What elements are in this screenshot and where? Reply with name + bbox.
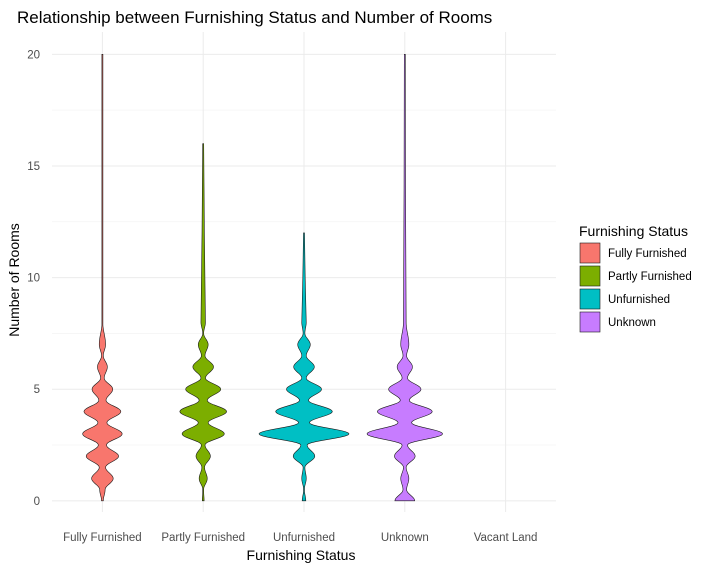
legend-items: Fully Furnished Partly Furnished Unfurnish… [579,242,692,333]
y-axis-ticks: 0 5 10 15 20 [27,49,40,508]
violin-fully-furnished [82,54,123,502]
x-tick-label: Partly Furnished [161,532,245,544]
x-tick-label: Vacant Land [474,532,538,544]
y-tick-label: 20 [27,49,40,61]
x-tick-label: Unknown [381,532,429,544]
y-axis-title: Number of Rooms [6,223,22,337]
violin-unfurnished [258,232,350,502]
legend-swatch [579,288,601,310]
legend-label: Fully Furnished [608,248,687,260]
legend-swatch [579,242,601,264]
x-axis-title: Furnishing Status [247,547,356,563]
legend-label: Unknown [608,317,656,329]
x-axis-ticks: Fully Furnished Partly Furnished Unfurnish… [63,532,537,544]
x-tick-label: Unfurnished [273,532,335,544]
y-tick-label: 0 [34,496,40,508]
violin-unknown [366,54,443,502]
y-tick-label: 10 [27,273,40,285]
legend-title: Furnishing Status [579,223,688,239]
y-tick-label: 5 [34,384,40,396]
legend-swatch [579,311,601,333]
chart-title: Relationship between Furnishing Status a… [17,8,492,27]
legend-label: Partly Furnished [608,271,692,283]
y-tick-label: 15 [27,161,40,173]
x-tick-label: Fully Furnished [63,532,142,544]
violin-partly-furnished [179,143,227,502]
violins [82,54,443,502]
legend-label: Unfurnished [608,294,670,306]
legend-swatch [579,265,601,287]
legend: Furnishing Status Fully Furnished Partly … [579,223,692,333]
